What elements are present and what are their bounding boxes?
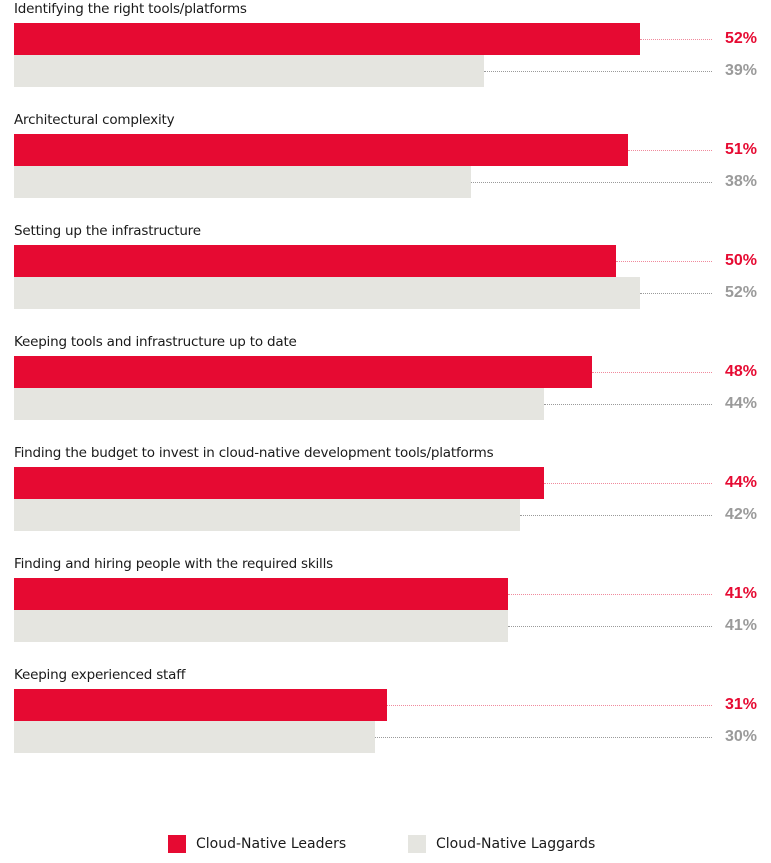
bar-leaders (14, 134, 628, 166)
dotted-connector (627, 150, 712, 151)
legend-label-leaders: Cloud-Native Leaders (196, 836, 347, 852)
value-label-leaders: 48% (724, 363, 757, 380)
dotted-connector (471, 182, 712, 183)
legend-swatch-leaders (168, 835, 186, 853)
value-label-laggards: 42% (724, 506, 757, 523)
value-label-laggards: 30% (724, 728, 757, 745)
dotted-connector (615, 261, 712, 262)
value-label-laggards: 38% (724, 173, 757, 190)
value-label-laggards: 52% (724, 284, 757, 301)
legend-label-laggards: Cloud-Native Laggards (436, 836, 596, 852)
bar-laggards (14, 499, 520, 531)
dotted-connector (640, 39, 712, 40)
category-label: Setting up the infrastructure (14, 223, 201, 239)
category-label: Keeping tools and infrastructure up to d… (14, 334, 297, 350)
bar-leaders (14, 689, 388, 721)
value-label-leaders: 51% (724, 141, 757, 158)
dotted-connector (640, 293, 712, 294)
bar-leaders (14, 578, 508, 610)
category-label: Architectural complexity (14, 112, 175, 128)
bar-laggards (14, 721, 376, 753)
bar-laggards (14, 55, 484, 87)
dotted-connector (387, 705, 712, 706)
dotted-connector (507, 594, 712, 595)
legend-item-leaders: Cloud-Native Leaders (168, 835, 346, 853)
bar-laggards (14, 610, 508, 642)
bar-laggards (14, 388, 544, 420)
value-label-leaders: 41% (724, 585, 757, 602)
bar-laggards (14, 277, 640, 309)
bar-leaders (14, 467, 544, 499)
value-label-leaders: 44% (724, 474, 757, 491)
bar-leaders (14, 245, 616, 277)
bar-leaders (14, 356, 592, 388)
value-label-laggards: 39% (724, 62, 757, 79)
legend-swatch-laggards (408, 835, 426, 853)
dotted-connector (375, 737, 712, 738)
dotted-connector (519, 515, 712, 516)
value-label-leaders: 31% (724, 696, 757, 713)
value-label-leaders: 50% (724, 252, 757, 269)
bar-leaders (14, 23, 640, 55)
category-label: Finding the budget to invest in cloud-na… (14, 445, 494, 461)
dotted-connector (483, 71, 712, 72)
value-label-laggards: 44% (724, 395, 757, 412)
dotted-connector (543, 483, 712, 484)
value-label-leaders: 52% (724, 30, 757, 47)
dotted-connector (591, 372, 712, 373)
category-label: Finding and hiring people with the requi… (14, 556, 333, 572)
category-label: Keeping experienced staff (14, 667, 186, 683)
category-label: Identifying the right tools/platforms (14, 1, 247, 17)
bar-chart: Identifying the right tools/platforms 52%… (14, 1, 757, 753)
value-label-laggards: 41% (724, 617, 757, 634)
bar-laggards (14, 166, 472, 198)
legend-item-laggards: Cloud-Native Laggards (408, 835, 595, 853)
dotted-connector (507, 626, 712, 627)
dotted-connector (543, 404, 712, 405)
